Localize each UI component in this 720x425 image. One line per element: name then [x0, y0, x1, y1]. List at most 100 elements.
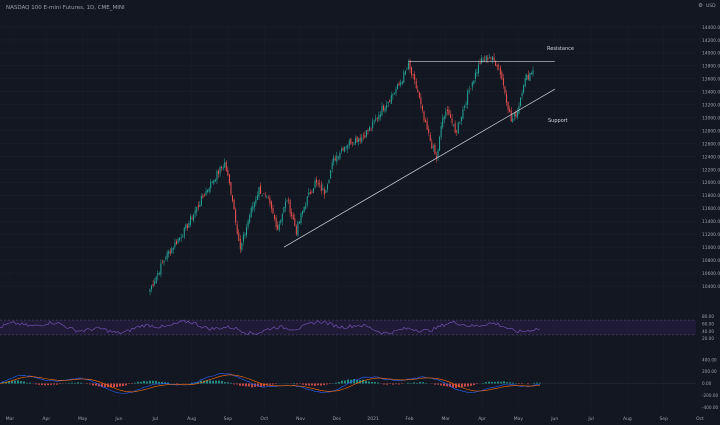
candle-body[interactable]: [456, 130, 458, 132]
candle-body[interactable]: [197, 205, 199, 208]
candle-body[interactable]: [163, 260, 165, 263]
candle-body[interactable]: [476, 72, 478, 74]
candle-body[interactable]: [507, 102, 509, 110]
candle-body[interactable]: [443, 116, 445, 120]
candle-body[interactable]: [267, 197, 269, 199]
candle-body[interactable]: [397, 84, 399, 90]
candle-body[interactable]: [242, 235, 244, 242]
candle-body[interactable]: [289, 200, 291, 214]
candle-body[interactable]: [275, 217, 277, 228]
candle-body[interactable]: [521, 92, 523, 97]
candle-body[interactable]: [207, 189, 209, 192]
candle-body[interactable]: [339, 152, 341, 159]
candle-body[interactable]: [484, 59, 486, 61]
candle-body[interactable]: [351, 142, 353, 144]
candle-body[interactable]: [417, 89, 419, 92]
macd-panel[interactable]: [0, 373, 696, 394]
candle-body[interactable]: [261, 195, 263, 196]
candle-body[interactable]: [426, 121, 428, 130]
candle-body[interactable]: [286, 200, 288, 202]
candle-body[interactable]: [434, 144, 436, 155]
candle-body[interactable]: [395, 89, 397, 94]
candle-body[interactable]: [421, 106, 423, 111]
candle-body[interactable]: [210, 181, 212, 189]
candle-body[interactable]: [224, 162, 226, 168]
candle-body[interactable]: [375, 118, 377, 121]
candle-body[interactable]: [361, 137, 363, 143]
candle-body[interactable]: [428, 129, 430, 133]
candle-body[interactable]: [199, 205, 201, 207]
candle-body[interactable]: [280, 220, 282, 223]
candle-body[interactable]: [479, 62, 481, 65]
candle-body[interactable]: [172, 248, 174, 250]
candle-body[interactable]: [423, 111, 425, 121]
candle-body[interactable]: [398, 83, 400, 86]
candle-body[interactable]: [291, 212, 293, 216]
candle-body[interactable]: [506, 94, 508, 103]
candle-body[interactable]: [334, 158, 336, 161]
settings-icon[interactable]: ⚙: [698, 3, 703, 9]
candle-body[interactable]: [333, 157, 335, 163]
candle-body[interactable]: [218, 171, 220, 175]
candle-body[interactable]: [418, 92, 420, 98]
candle-body[interactable]: [216, 171, 218, 181]
candle-body[interactable]: [246, 227, 248, 236]
candle-body[interactable]: [326, 184, 328, 190]
candle-body[interactable]: [404, 71, 406, 75]
candle-body[interactable]: [247, 220, 249, 227]
candle-body[interactable]: [186, 224, 188, 229]
candle-body[interactable]: [342, 148, 344, 151]
candle-body[interactable]: [390, 95, 392, 104]
candle-body[interactable]: [189, 216, 191, 225]
candle-body[interactable]: [415, 80, 417, 89]
candle-body[interactable]: [196, 206, 198, 213]
price-panel[interactable]: [149, 53, 534, 296]
candle-body[interactable]: [409, 60, 411, 69]
candle-body[interactable]: [498, 65, 500, 67]
candle-body[interactable]: [453, 124, 455, 125]
candle-body[interactable]: [295, 226, 297, 235]
candle-body[interactable]: [322, 187, 324, 191]
candle-body[interactable]: [474, 72, 476, 80]
candle-body[interactable]: [432, 146, 434, 148]
candle-body[interactable]: [463, 106, 465, 108]
candle-body[interactable]: [403, 72, 405, 83]
candle-body[interactable]: [317, 183, 319, 185]
candle-body[interactable]: [298, 221, 300, 224]
candle-body[interactable]: [222, 167, 224, 169]
candle-body[interactable]: [470, 88, 472, 90]
candle-body[interactable]: [457, 122, 459, 134]
candle-body[interactable]: [183, 227, 185, 237]
candle-body[interactable]: [353, 143, 355, 145]
candle-body[interactable]: [281, 214, 283, 222]
candle-body[interactable]: [294, 218, 296, 227]
candle-body[interactable]: [527, 74, 529, 80]
candle-body[interactable]: [499, 67, 501, 75]
candle-body[interactable]: [358, 138, 360, 142]
candle-body[interactable]: [378, 114, 380, 120]
signal-line[interactable]: [0, 374, 541, 393]
candle-body[interactable]: [154, 281, 156, 285]
candle-body[interactable]: [175, 241, 177, 245]
candle-body[interactable]: [308, 192, 310, 196]
candle-body[interactable]: [471, 82, 473, 88]
candle-body[interactable]: [513, 112, 515, 117]
candle-body[interactable]: [448, 109, 450, 115]
candle-body[interactable]: [387, 101, 389, 104]
candle-body[interactable]: [372, 121, 374, 128]
candle-body[interactable]: [495, 61, 497, 66]
candle-body[interactable]: [492, 56, 494, 60]
candle-body[interactable]: [487, 57, 489, 60]
candle-body[interactable]: [288, 199, 290, 201]
candle-body[interactable]: [250, 207, 252, 217]
candle-body[interactable]: [303, 206, 305, 213]
candle-body[interactable]: [490, 57, 492, 59]
candle-body[interactable]: [169, 250, 171, 254]
candle-body[interactable]: [440, 125, 442, 138]
candle-body[interactable]: [200, 196, 202, 206]
candle-body[interactable]: [202, 195, 204, 198]
candle-body[interactable]: [442, 117, 444, 128]
candle-body[interactable]: [330, 170, 332, 179]
candle-body[interactable]: [504, 86, 506, 94]
candle-body[interactable]: [239, 238, 241, 250]
